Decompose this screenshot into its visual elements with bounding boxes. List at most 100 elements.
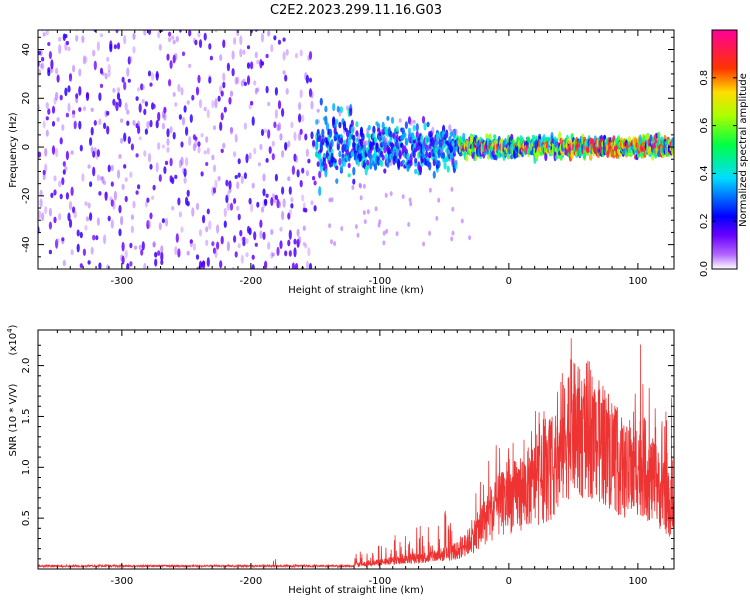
- spectrogram-cell: [404, 137, 408, 146]
- spectrogram-cell: [41, 56, 45, 62]
- spectrogram-cell: [302, 225, 306, 231]
- spectrogram-cell: [222, 39, 226, 48]
- spectrogram-cell: [437, 160, 441, 169]
- spectrogram-cell: [226, 241, 230, 252]
- spectrogram-cell: [313, 180, 317, 186]
- spectrogram-cell: [143, 262, 147, 269]
- spectrogram-cell: [56, 238, 60, 244]
- spectrogram-cell: [171, 206, 175, 211]
- spectrogram-cell: [270, 44, 274, 53]
- spectrogram-cell: [302, 241, 306, 247]
- spectrogram-cell: [48, 51, 53, 60]
- spectrogram-cell: [460, 218, 464, 224]
- spectrogram-cell: [437, 149, 441, 159]
- snr-x-tick-label: -300: [111, 576, 134, 587]
- spectrogram-cell: [137, 184, 141, 190]
- spectrogram-cell: [493, 134, 497, 140]
- spectrogram-cell: [377, 123, 381, 130]
- spectrogram-cell: [328, 197, 332, 203]
- spectrogram-cell: [194, 138, 198, 148]
- spectrogram-cell: [256, 201, 260, 208]
- spectrogram-cell: [254, 51, 258, 59]
- spectrogram-y-tick-label: 0: [21, 144, 32, 150]
- spectrogram-cell: [240, 175, 244, 184]
- spectrogram-cell: [67, 212, 71, 222]
- spectrogram-cell: [271, 140, 275, 147]
- spectrogram-cell: [112, 200, 116, 210]
- spectrogram-cell: [406, 152, 410, 160]
- spectrogram-cell: [198, 39, 203, 49]
- spectrogram-cell: [451, 140, 455, 147]
- spectrogram-cell: [44, 206, 48, 214]
- spectrogram-cell: [172, 54, 176, 64]
- spectrogram-cell: [141, 99, 145, 104]
- spectrogram-cell: [382, 230, 386, 236]
- spectrogram-cell: [355, 121, 359, 128]
- spectrogram-cell: [198, 99, 203, 109]
- spectrogram-cell: [67, 102, 71, 112]
- spectrogram-cell: [449, 131, 453, 138]
- spectrogram-cell: [96, 217, 100, 226]
- spectrogram-cell: [267, 30, 271, 37]
- spectrogram-cell: [171, 177, 175, 185]
- spectrogram-cell: [308, 262, 313, 269]
- spectrogram-cell: [222, 72, 226, 82]
- spectrogram-cell: [210, 30, 213, 31]
- spectrogram-cell: [228, 18, 231, 26]
- spectrogram-cell: [197, 31, 201, 38]
- spectrogram-cell: [333, 158, 337, 164]
- spectrogram-cell: [242, 49, 246, 55]
- spectrogram-cell: [423, 122, 427, 131]
- spectrogram-cell: [93, 120, 97, 126]
- spectrogram-cell: [442, 152, 446, 159]
- spectrogram-cell: [395, 125, 399, 132]
- spectrogram-cell: [284, 142, 288, 151]
- spectrogram-cell: [338, 121, 342, 129]
- spectrogram-cell: [281, 108, 285, 117]
- spectrogram-cell: [318, 135, 322, 142]
- spectrogram-cell: [47, 42, 51, 46]
- spectrogram-cell: [50, 59, 54, 70]
- spectrogram-cell: [462, 132, 466, 143]
- spectrogram-cell: [212, 187, 217, 194]
- spectrogram-cell: [236, 30, 240, 37]
- spectrogram-cell: [237, 213, 241, 221]
- spectrogram-cell: [44, 270, 47, 276]
- spectrogram-cell: [39, 189, 43, 197]
- spectrogram-cell: [451, 206, 455, 212]
- spectrogram-cell: [293, 238, 297, 245]
- spectrogram-cell: [301, 114, 305, 123]
- spectrogram-cell: [308, 88, 313, 98]
- spectrogram-cell: [203, 106, 207, 112]
- spectrogram-x-label: Height of straight line (km): [288, 285, 424, 296]
- spectrogram-cell: [389, 136, 393, 143]
- spectrogram-cell: [253, 231, 257, 241]
- spectrogram-cell: [256, 87, 260, 92]
- spectrogram-cell: [228, 180, 232, 190]
- spectrogram-cell: [336, 144, 340, 151]
- spectrogram-cell: [236, 205, 240, 211]
- spectrogram-cell: [239, 48, 243, 58]
- spectrogram-cell: [243, 81, 247, 86]
- spectrogram-cell: [332, 103, 336, 112]
- spectrogram-cell: [160, 245, 164, 254]
- spectrogram-cell: [113, 190, 117, 201]
- spectrogram-cell: [104, 72, 108, 80]
- spectrogram-cell: [362, 210, 366, 216]
- spectrogram-cell: [103, 122, 107, 130]
- spectrogram-cell: [59, 94, 63, 101]
- spectrogram-cell: [428, 161, 432, 171]
- spectrogram-cell: [101, 71, 105, 76]
- spectrogram-cell: [242, 78, 246, 83]
- spectrogram-cell: [226, 62, 230, 72]
- spectrogram-cell: [200, 171, 204, 177]
- spectrogram-cell: [257, 162, 261, 167]
- spectrogram-cell: [178, 159, 182, 169]
- spectrogram-cell: [271, 252, 275, 257]
- spectrogram-cell: [129, 55, 133, 64]
- spectrogram-cell: [264, 198, 268, 205]
- spectrogram-cell: [51, 120, 56, 127]
- spectrogram-cell: [339, 137, 343, 145]
- spectrogram-cell: [239, 229, 243, 237]
- spectrogram-cell: [485, 133, 489, 140]
